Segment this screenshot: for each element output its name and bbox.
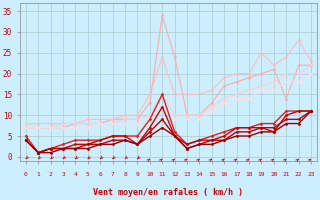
X-axis label: Vent moyen/en rafales ( km/h ): Vent moyen/en rafales ( km/h ) xyxy=(93,188,244,197)
